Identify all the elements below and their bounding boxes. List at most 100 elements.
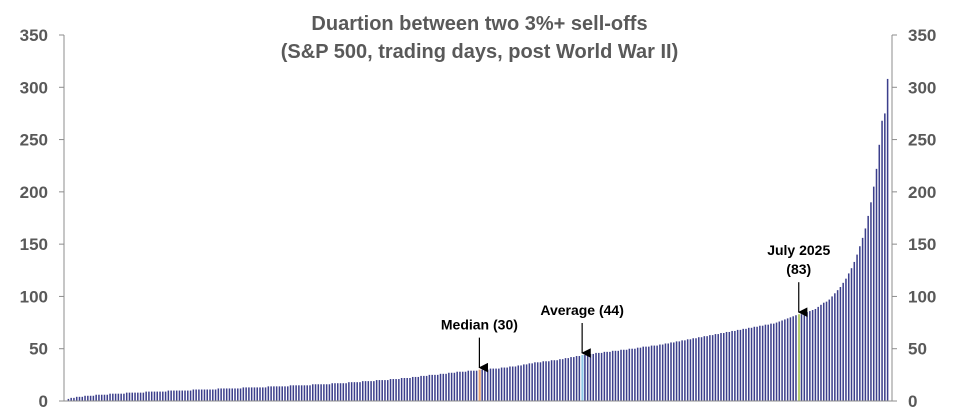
- bar: [747, 327, 750, 401]
- bar: [284, 386, 286, 401]
- bar: [517, 365, 520, 401]
- bar: [456, 371, 458, 401]
- bar: [145, 391, 147, 401]
- bar: [278, 386, 281, 401]
- bar: [92, 395, 95, 401]
- bar: [636, 347, 639, 401]
- bar: [634, 348, 636, 401]
- bar: [170, 390, 172, 401]
- bar: [531, 363, 533, 401]
- y-tick-label-left: 50: [29, 340, 48, 359]
- bar: [592, 353, 595, 401]
- bar: [831, 296, 833, 401]
- bar: [789, 317, 792, 401]
- y-tick-label-left: 250: [20, 131, 48, 150]
- bar: [520, 365, 522, 401]
- bar: [200, 389, 203, 401]
- bar: [242, 387, 245, 401]
- bar: [70, 397, 72, 401]
- bar: [137, 392, 139, 401]
- bar: [623, 349, 625, 401]
- bar: [536, 362, 539, 401]
- bar: [745, 328, 747, 401]
- bar: [750, 327, 753, 401]
- bar: [384, 380, 386, 401]
- bar: [584, 354, 586, 401]
- bar: [81, 396, 84, 401]
- bar: [267, 386, 270, 401]
- bar: [173, 390, 175, 401]
- bar: [603, 351, 606, 401]
- bar: [214, 389, 217, 401]
- bar: [853, 261, 856, 401]
- bar: [470, 370, 472, 401]
- bar: [564, 358, 567, 401]
- bar: [381, 380, 383, 401]
- bar: [100, 394, 103, 401]
- bar: [698, 337, 700, 401]
- bar: [864, 228, 867, 401]
- bar: [739, 329, 742, 401]
- bar: [686, 339, 689, 401]
- y-tick-label-right: 300: [908, 78, 936, 97]
- bar: [289, 385, 292, 401]
- annotation-label: Median (30): [441, 317, 518, 333]
- bar: [648, 346, 650, 401]
- bar: [484, 369, 486, 401]
- bar: [78, 396, 81, 401]
- bar: [711, 335, 714, 401]
- bar: [420, 375, 422, 401]
- bar: [450, 372, 453, 401]
- bar: [481, 369, 483, 401]
- y-tick-label-right: 100: [908, 287, 936, 306]
- bar: [692, 338, 694, 401]
- bar: [611, 350, 614, 401]
- bar: [728, 331, 731, 401]
- bar: [67, 398, 70, 401]
- bar: [125, 392, 128, 401]
- bar: [312, 384, 314, 401]
- bar: [809, 311, 811, 401]
- bar: [667, 343, 669, 401]
- bar: [120, 393, 122, 401]
- annotation-label: (83): [786, 261, 811, 277]
- bar: [709, 335, 711, 401]
- bar: [228, 388, 231, 401]
- bar: [781, 320, 783, 401]
- bar: [673, 342, 675, 401]
- bar: [861, 237, 864, 401]
- bar: [106, 394, 109, 401]
- bar: [806, 312, 808, 401]
- bar: [872, 186, 875, 401]
- bar: [306, 385, 308, 401]
- bar: [356, 382, 358, 401]
- bar: [209, 389, 211, 401]
- y-tick-label-left: 150: [20, 235, 48, 254]
- bar: [386, 380, 389, 401]
- bar: [525, 364, 528, 401]
- bar: [706, 336, 708, 401]
- bar: [581, 354, 584, 401]
- annotation-label: July 2025: [767, 242, 830, 258]
- bar: [320, 384, 322, 401]
- bar: [248, 387, 250, 401]
- bar: [498, 368, 500, 401]
- bar: [342, 383, 345, 401]
- bar: [159, 391, 161, 401]
- bar: [742, 328, 744, 401]
- bar: [334, 383, 336, 401]
- bar: [514, 366, 517, 401]
- bar: [675, 341, 678, 401]
- bar: [403, 377, 406, 401]
- bar: [417, 376, 420, 401]
- bar: [181, 390, 184, 401]
- bar: [725, 331, 728, 401]
- bar: [361, 381, 364, 401]
- bar: [478, 369, 481, 401]
- bar: [772, 323, 775, 401]
- bar: [886, 78, 889, 402]
- bar: [797, 314, 801, 401]
- bar: [298, 385, 300, 401]
- bar: [684, 340, 686, 401]
